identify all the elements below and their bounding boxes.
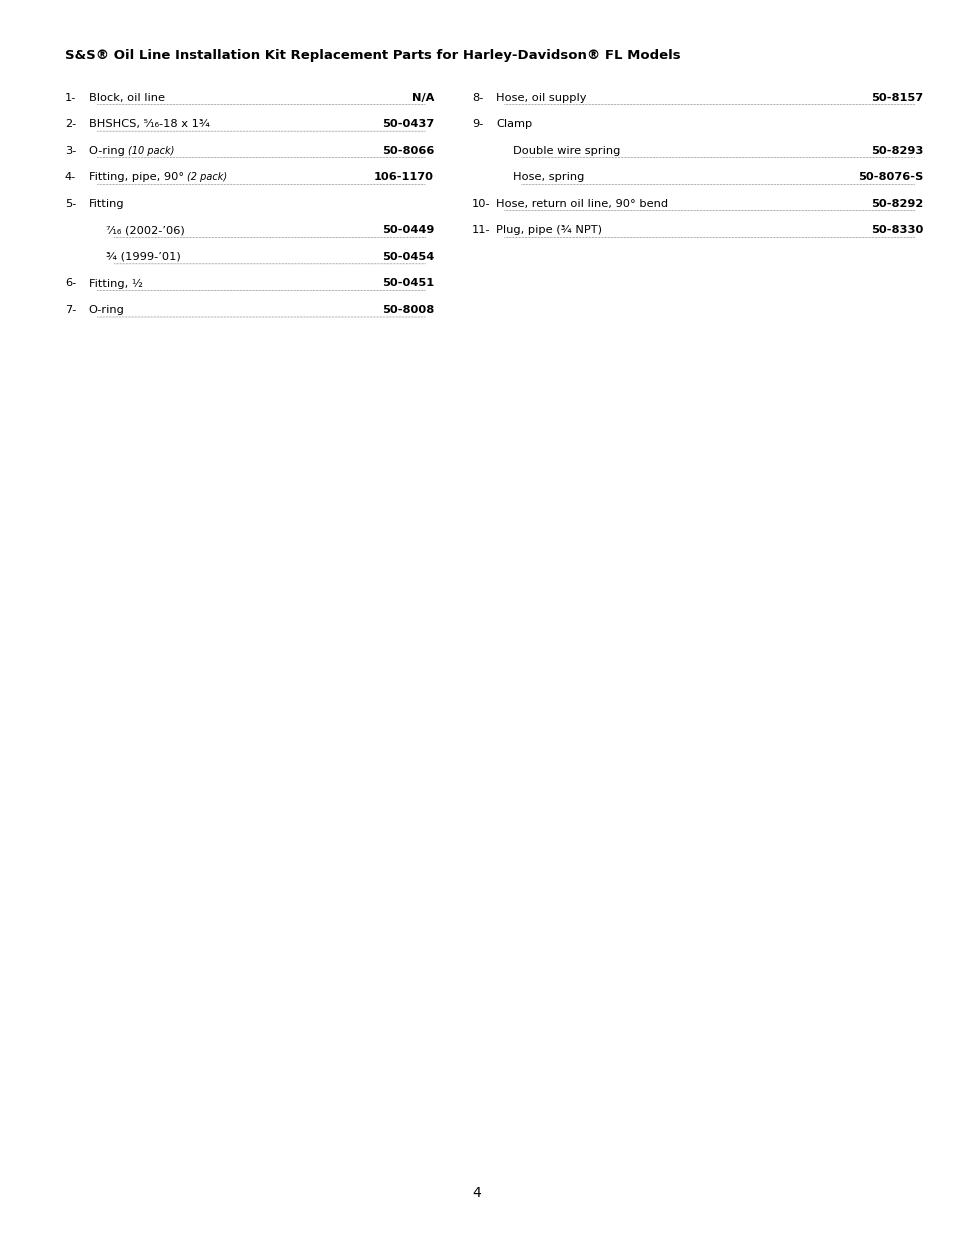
Text: 8-: 8-	[472, 93, 483, 103]
Text: Block, oil line: Block, oil line	[89, 93, 165, 103]
Text: 3-: 3-	[65, 146, 76, 156]
Text: 50-0454: 50-0454	[381, 252, 434, 262]
Text: Hose, spring: Hose, spring	[513, 173, 588, 183]
Text: Hose, return oil line, 90° bend: Hose, return oil line, 90° bend	[496, 199, 671, 209]
Text: 50-8008: 50-8008	[381, 305, 434, 315]
Text: ⁷⁄₁₆ (2002-’06): ⁷⁄₁₆ (2002-’06)	[106, 225, 185, 236]
Text: 2-: 2-	[65, 120, 76, 130]
Text: 6-: 6-	[65, 279, 76, 289]
Text: N/A: N/A	[412, 93, 434, 103]
Text: 7-: 7-	[65, 305, 76, 315]
Text: 50-8066: 50-8066	[381, 146, 434, 156]
Text: BHSHCS, ⁵⁄₁₆-18 x 1¾: BHSHCS, ⁵⁄₁₆-18 x 1¾	[89, 120, 210, 130]
Text: 4-: 4-	[65, 173, 76, 183]
Text: 50-8293: 50-8293	[870, 146, 923, 156]
Text: Double wire spring: Double wire spring	[513, 146, 623, 156]
Text: O-ring: O-ring	[89, 305, 125, 315]
Text: 50-8292: 50-8292	[870, 199, 923, 209]
Text: 106-1170: 106-1170	[374, 173, 434, 183]
Text: 9-: 9-	[472, 120, 483, 130]
Text: 4: 4	[472, 1187, 481, 1200]
Text: 50-8330: 50-8330	[870, 225, 923, 236]
Text: Fitting, pipe, 90°: Fitting, pipe, 90°	[89, 173, 188, 183]
Text: 50-8076-S: 50-8076-S	[858, 173, 923, 183]
Text: Hose, oil supply: Hose, oil supply	[496, 93, 586, 103]
Text: Fitting: Fitting	[89, 199, 124, 209]
Text: ¾ (1999-’01): ¾ (1999-’01)	[106, 252, 180, 262]
Text: Fitting, ½: Fitting, ½	[89, 279, 142, 289]
Text: 11-: 11-	[472, 225, 491, 236]
Text: 50-8157: 50-8157	[870, 93, 923, 103]
Text: Clamp: Clamp	[496, 120, 532, 130]
Text: 50-0451: 50-0451	[381, 279, 434, 289]
Text: O-ring: O-ring	[89, 146, 128, 156]
Text: (10 pack): (10 pack)	[128, 146, 174, 156]
Text: 10-: 10-	[472, 199, 491, 209]
Text: 1-: 1-	[65, 93, 76, 103]
Text: S&S® Oil Line Installation Kit Replacement Parts for Harley-Davidson® FL Models: S&S® Oil Line Installation Kit Replaceme…	[65, 49, 679, 63]
Text: 5-: 5-	[65, 199, 76, 209]
Text: Plug, pipe (¾ NPT): Plug, pipe (¾ NPT)	[496, 225, 605, 236]
Text: (2 pack): (2 pack)	[188, 173, 228, 183]
Text: 50-0437: 50-0437	[381, 120, 434, 130]
Text: 50-0449: 50-0449	[381, 225, 434, 236]
